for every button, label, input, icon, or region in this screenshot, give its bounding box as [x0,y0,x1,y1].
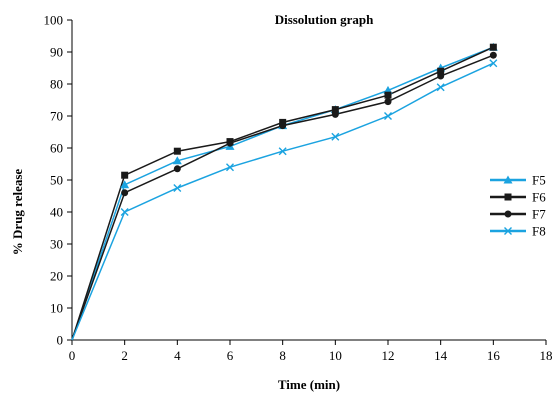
legend-marker-f6 [504,193,512,201]
x-tick-label: 6 [227,348,234,363]
data-point-f6 [384,91,392,99]
data-point-f8 [436,83,445,92]
data-point-f7 [226,139,234,147]
legend: F5 F6 F7 F8 [490,173,546,239]
x-axis-label: Time (min) [278,377,340,392]
data-point-f5 [120,180,130,189]
legend-label-f5: F5 [532,173,546,188]
cross-stroke [120,208,129,216]
x-tick-label: 12 [382,348,395,363]
data-point-f7 [173,165,181,173]
x-tick-label: 2 [121,348,128,363]
legend-marker-f8 [504,227,512,235]
data-point-f5 [172,156,182,165]
y-tick-label: 60 [50,141,63,156]
y-tick-label: 0 [57,333,64,348]
series-line-f8 [71,62,494,341]
data-point-f6 [489,43,497,51]
series-lines [71,46,494,341]
data-point-f7 [437,72,445,80]
cross-stroke [173,184,182,192]
ticks: 0 10 20 30 40 50 60 70 80 90 100 0 2 4 6 8 10 12 14 16 18 [44,13,553,364]
x-tick-label: 18 [540,348,553,363]
legend-marker-f5 [503,175,513,184]
x-tick-label: 14 [434,348,448,363]
data-point-f6 [331,106,339,114]
axes [71,20,546,341]
legend-label-f6: F6 [532,190,546,205]
data-point-f6 [437,67,445,75]
data-point-f8 [384,112,392,120]
data-point-f7 [331,110,339,118]
y-tick-label: 80 [50,77,63,92]
data-point-f7 [279,122,287,130]
x-tick-label: 10 [329,348,342,363]
data-point-f8 [278,147,287,156]
data-point-f7 [121,189,129,197]
data-point-f6 [121,171,129,179]
x-tick-label: 8 [279,348,286,363]
legend-marker-f7 [504,210,512,218]
cross-stroke [489,59,498,68]
y-tick-label: 40 [50,205,63,220]
x-tick-label: 16 [487,348,501,363]
data-point-f8 [489,59,498,68]
legend-label-f8: F8 [532,224,546,239]
data-point-f7 [489,51,497,59]
y-tick-label: 100 [44,13,64,28]
y-tick-label: 10 [50,301,63,316]
series-line-f5 [71,46,494,341]
x-tick-label: 0 [69,348,76,363]
cross-stroke [331,132,340,141]
y-tick-label: 50 [50,173,63,188]
chart-title: Dissolution graph [275,12,374,27]
series-line-f6 [71,46,494,341]
y-axis-label: % Drug release [10,169,25,256]
cross-stroke [278,147,287,156]
data-point-f8 [226,163,234,172]
cross-stroke [436,83,445,92]
cross-stroke [384,112,392,120]
data-point-f8 [331,132,340,141]
data-point-f8 [173,184,182,192]
data-point-f7 [384,98,392,106]
cross-stroke [504,227,512,235]
series-line-f7 [71,54,494,341]
cross-stroke [226,163,234,172]
x-tick-label: 4 [174,348,181,363]
y-tick-label: 90 [50,45,63,60]
data-point-f8 [120,208,129,216]
series-markers [120,42,498,216]
y-tick-label: 70 [50,109,63,124]
data-point-f6 [173,147,181,155]
y-tick-label: 30 [50,237,63,252]
y-tick-label: 20 [50,269,63,284]
legend-label-f7: F7 [532,207,546,222]
